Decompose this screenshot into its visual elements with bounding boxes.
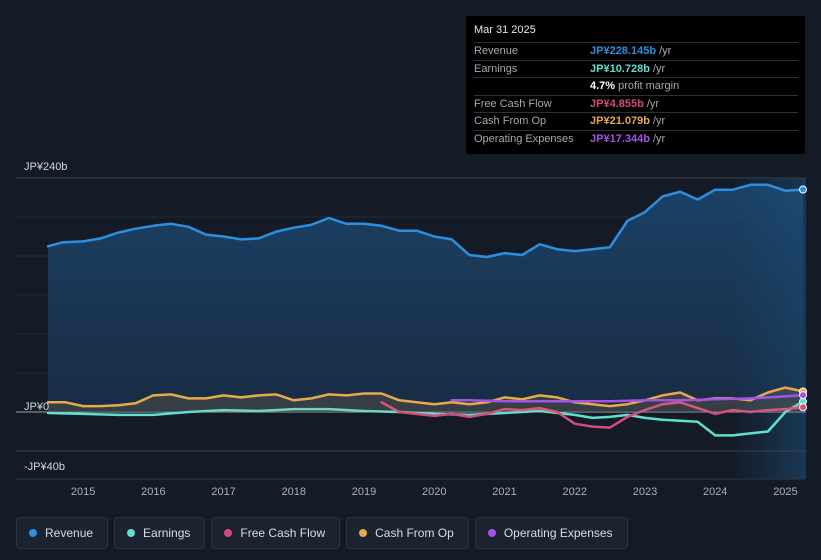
legend-dot-icon [224, 529, 233, 537]
x-tick-label: 2023 [633, 486, 657, 498]
tooltip-label: Cash From Op [474, 115, 547, 128]
tooltip-value: JP¥21.079b [590, 115, 650, 128]
endpoint-operating-expenses [799, 391, 807, 400]
legend-item-revenue[interactable]: Revenue [16, 517, 109, 549]
tooltip-value: JP¥228.145b [590, 45, 657, 58]
tooltip-unit: /yr [652, 132, 666, 145]
tooltip-label: Free Cash Flow [474, 97, 552, 110]
tooltip-unit: /yr [646, 97, 660, 110]
tooltip-label: Earnings [474, 62, 518, 75]
y-tick-label: JP¥0 [24, 401, 49, 413]
x-tick-label: 2022 [563, 486, 587, 498]
endpoint-revenue [799, 185, 807, 194]
legend-label: Earnings [143, 526, 191, 540]
tooltip-row-operating-expenses: Operating Expenses JP¥17.344b /yr [474, 129, 798, 148]
legend-label: Revenue [45, 526, 94, 540]
tooltip-unit: /yr [652, 115, 666, 128]
tooltip-row-earnings: Earnings JP¥10.728b /yr [474, 59, 798, 78]
line-cash-from-op [46, 386, 805, 408]
tooltip-label: Revenue [474, 45, 519, 58]
tooltip-row-profit-margin: 4.7% profit margin [474, 77, 798, 95]
legend-label: Free Cash Flow [240, 526, 326, 540]
tooltip-value: JP¥17.344b [590, 132, 650, 145]
line-operating-expenses [450, 393, 805, 403]
y-tick-label: JP¥240b [24, 161, 67, 173]
legend-item-operating-expenses[interactable]: Operating Expenses [474, 517, 628, 549]
legend-dot-icon [127, 529, 136, 537]
area-revenue [48, 184, 803, 412]
legend-item-cash-from-op[interactable]: Cash From Op [346, 517, 469, 549]
legend: Revenue Earnings Free Cash Flow Cash Fro… [16, 517, 628, 549]
tooltip-row-revenue: Revenue JP¥228.145b /yr [474, 42, 798, 60]
tooltip: Mar 31 2025 Revenue JP¥228.145b /yr Earn… [466, 16, 805, 154]
tooltip-value: 4.7% [590, 80, 616, 93]
x-tick-label: 2018 [282, 486, 306, 498]
y-tick-label: -JP¥40b [24, 461, 65, 473]
tooltip-row-free-cash-flow: Free Cash Flow JP¥4.855b /yr [474, 94, 798, 113]
line-revenue [46, 183, 805, 259]
x-tick-label: 2015 [71, 486, 95, 498]
tooltip-unit: profit margin [618, 80, 680, 93]
legend-label: Operating Expenses [503, 526, 613, 540]
legend-item-earnings[interactable]: Earnings [114, 517, 206, 549]
x-tick-label: 2021 [492, 486, 516, 498]
legend-dot-icon [29, 529, 37, 537]
x-tick-label: 2025 [773, 486, 797, 498]
line-earnings [46, 400, 805, 437]
legend-dot-icon [487, 529, 496, 537]
x-tick-label: 2017 [211, 486, 235, 498]
line-free-cash-flow [380, 401, 805, 429]
tooltip-value: JP¥4.855b [590, 97, 644, 110]
legend-dot-icon [359, 529, 368, 537]
x-tick-label: 2020 [422, 486, 446, 498]
tooltip-unit: /yr [652, 62, 666, 75]
x-tick-label: 2016 [141, 486, 165, 498]
tooltip-unit: /yr [659, 45, 672, 58]
tooltip-label: Operating Expenses [474, 132, 574, 145]
legend-label: Cash From Op [375, 526, 454, 540]
legend-item-free-cash-flow[interactable]: Free Cash Flow [211, 517, 341, 549]
tooltip-date: Mar 31 2025 [474, 24, 536, 36]
x-tick-label: 2024 [703, 486, 727, 498]
x-tick-label: 2019 [352, 486, 376, 498]
tooltip-row-cash-from-op: Cash From Op JP¥21.079b /yr [474, 112, 798, 130]
endpoint-free-cash-flow [799, 403, 807, 412]
tooltip-value: JP¥10.728b [590, 62, 650, 75]
